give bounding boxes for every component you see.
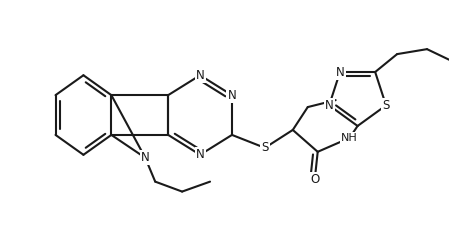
Text: O: O xyxy=(310,173,319,186)
Text: N: N xyxy=(141,151,149,164)
Text: S: S xyxy=(261,141,269,154)
Text: S: S xyxy=(382,99,390,112)
Text: N: N xyxy=(196,69,204,82)
Text: N: N xyxy=(325,99,333,112)
Text: N: N xyxy=(336,66,344,78)
Text: NH: NH xyxy=(341,133,358,143)
Text: N: N xyxy=(228,89,236,102)
Text: N: N xyxy=(196,148,204,161)
